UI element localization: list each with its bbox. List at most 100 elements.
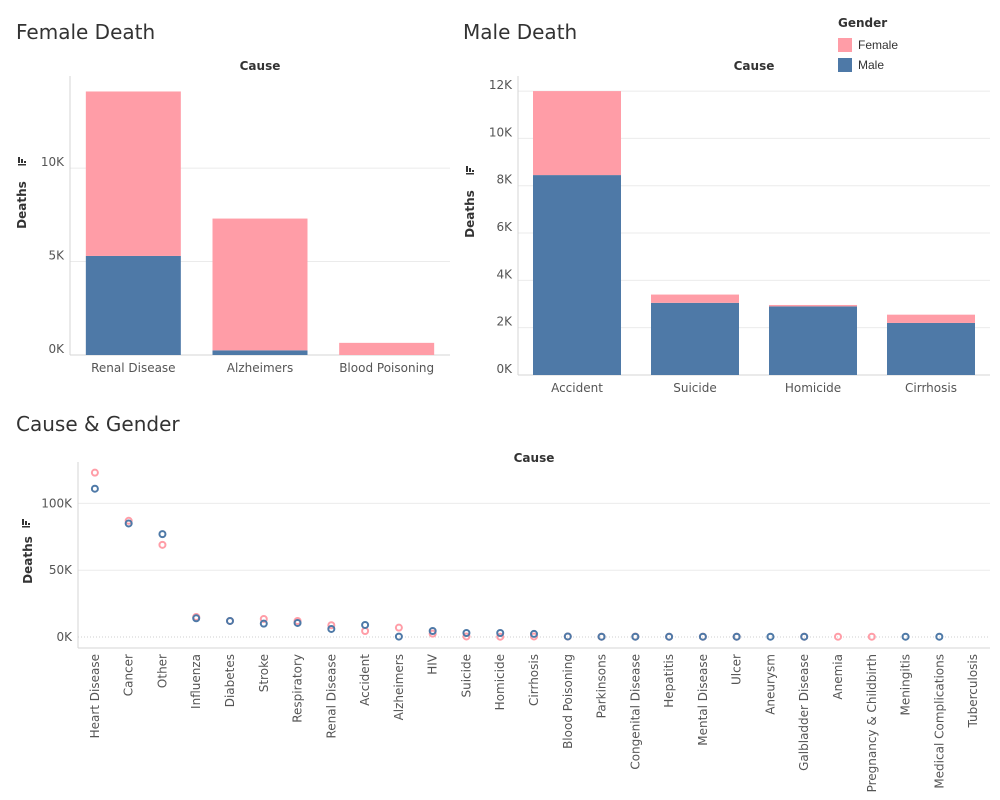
x-category-label: Hepatitis — [662, 654, 676, 708]
male-swatch — [838, 58, 852, 72]
point-male — [563, 632, 572, 641]
point-male — [800, 632, 809, 641]
y-axis-label: Deaths — [463, 190, 477, 238]
bar-male — [533, 175, 621, 375]
x-category-label: Anemia — [831, 654, 845, 700]
sort-icon-bar — [22, 519, 24, 525]
bar-male — [651, 302, 739, 375]
x-category-label: Suicide — [673, 381, 717, 395]
x-category-label: Diabetes — [223, 654, 237, 707]
bar-male — [769, 306, 857, 375]
cause-gender-title: Cause & Gender — [16, 412, 180, 436]
x-category-label: HIV — [426, 653, 440, 675]
x-category-label: Cirrhosis — [527, 654, 541, 706]
sort-icon-bar — [466, 173, 474, 175]
point-male — [428, 626, 437, 635]
point-female — [158, 540, 167, 549]
x-category-label: Tuberculosis — [966, 654, 980, 729]
point-male — [192, 614, 201, 623]
x-category-label: Pregnancy & Childbirth — [865, 654, 879, 792]
point-male — [462, 628, 471, 637]
point-female — [124, 516, 133, 525]
point-male — [766, 632, 775, 641]
point-male — [124, 519, 133, 528]
x-category-label: Stroke — [257, 654, 271, 692]
y-tick-label: 10K — [489, 125, 513, 139]
y-tick-label: 5K — [48, 249, 65, 263]
x-category-label: Congenital Disease — [628, 654, 642, 770]
bar-male — [212, 350, 308, 355]
y-tick-label: 50K — [49, 563, 73, 577]
x-category-label: Cancer — [122, 654, 136, 696]
sort-icon — [466, 166, 474, 175]
legend-item-male[interactable]: Male — [838, 55, 898, 75]
column-header-cause: Cause — [514, 451, 555, 465]
female-death-title: Female Death — [16, 20, 156, 44]
gender-legend[interactable]: Gender Female Male — [838, 16, 898, 75]
x-category-label: Renal Disease — [91, 361, 176, 375]
y-tick-label: 12K — [489, 78, 513, 92]
point-male — [293, 618, 302, 627]
x-category-label: Blood Poisoning — [561, 654, 575, 749]
point-female — [327, 621, 336, 630]
x-category-label: Suicide — [459, 654, 473, 698]
y-axis-label: Deaths — [21, 536, 35, 584]
x-category-label: Galbladder Disease — [797, 654, 811, 771]
sort-icon-bar — [22, 526, 30, 528]
y-tick-label: 0K — [496, 362, 513, 376]
x-category-label: Influenza — [189, 654, 203, 709]
x-category-label: Heart Disease — [88, 654, 102, 738]
point-female — [496, 632, 505, 641]
sort-icon-bar — [28, 523, 30, 525]
x-category-label: Medical Complications — [932, 654, 946, 789]
x-category-label: Aneurysm — [763, 654, 777, 715]
bar-male — [887, 322, 975, 375]
female-swatch — [838, 38, 852, 52]
y-tick-label: 6K — [496, 220, 513, 234]
point-female — [428, 629, 437, 638]
x-category-label: Alzheimers — [392, 654, 406, 720]
bar-female — [533, 91, 621, 176]
x-category-label: Other — [155, 654, 169, 688]
point-female — [90, 468, 99, 477]
x-category-label: Cirrhosis — [905, 381, 957, 395]
bar-female — [887, 314, 975, 323]
sort-icon-bar — [24, 161, 26, 163]
sort-icon-bar — [472, 170, 474, 172]
point-male — [597, 632, 606, 641]
x-category-label: Renal Disease — [324, 654, 338, 739]
x-category-label: Alzheimers — [227, 361, 293, 375]
bar-female — [85, 91, 181, 256]
male-death-title: Male Death — [463, 20, 578, 44]
bar-female — [769, 304, 857, 307]
point-male — [732, 632, 741, 641]
x-category-label: Homicide — [785, 381, 841, 395]
legend-item-female[interactable]: Female — [838, 35, 898, 55]
sort-icon-bar — [18, 157, 20, 163]
legend-title: Gender — [838, 16, 888, 30]
point-male — [226, 616, 234, 625]
x-category-label: Parkinsons — [595, 654, 609, 718]
point-male — [361, 620, 370, 629]
point-male — [665, 632, 674, 641]
y-tick-label: 8K — [496, 173, 513, 187]
point-male — [935, 632, 944, 641]
y-tick-label: 100K — [41, 496, 73, 510]
point-male — [158, 530, 167, 539]
sort-icon-bar — [469, 168, 471, 172]
y-axis-label: Deaths — [15, 181, 29, 229]
point-male — [327, 624, 336, 633]
point-female — [394, 623, 403, 632]
point-male — [698, 632, 707, 641]
sort-icon — [22, 519, 30, 528]
x-category-label: Mental Disease — [696, 654, 710, 746]
x-category-label: Accident — [358, 654, 372, 706]
point-female — [867, 632, 876, 641]
point-female — [259, 614, 268, 623]
y-tick-label: 10K — [41, 155, 65, 169]
sort-icon-bar — [466, 166, 468, 172]
bar-female — [339, 342, 435, 355]
x-category-label: Accident — [551, 381, 603, 395]
point-female — [834, 632, 842, 641]
